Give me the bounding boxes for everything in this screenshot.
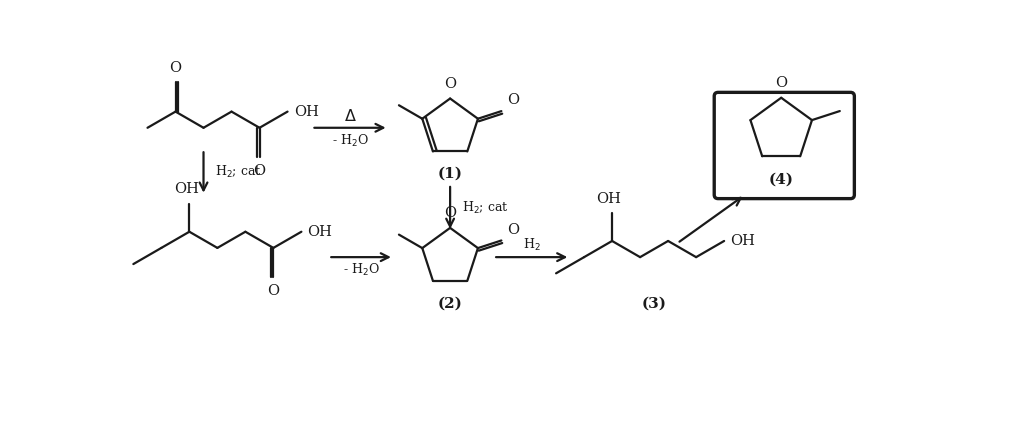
- Text: OH: OH: [174, 182, 199, 196]
- Text: (3): (3): [642, 296, 667, 310]
- Text: $\Delta$: $\Delta$: [344, 108, 356, 125]
- Text: O: O: [444, 206, 456, 220]
- Text: O: O: [508, 223, 519, 237]
- Text: OH: OH: [730, 234, 755, 248]
- Text: (1): (1): [437, 167, 463, 181]
- Text: OH: OH: [307, 225, 333, 239]
- Text: (4): (4): [769, 172, 794, 186]
- Text: O: O: [508, 93, 519, 107]
- Text: OH: OH: [294, 105, 318, 119]
- Text: - H$_2$O: - H$_2$O: [332, 133, 369, 149]
- Text: O: O: [267, 284, 280, 298]
- Text: O: O: [169, 61, 181, 75]
- Text: H$_2$; cat: H$_2$; cat: [462, 200, 508, 216]
- Text: O: O: [444, 77, 456, 91]
- Text: (2): (2): [437, 296, 463, 310]
- Text: OH: OH: [597, 191, 622, 205]
- Text: O: O: [775, 76, 787, 90]
- Text: - H$_2$O: - H$_2$O: [343, 262, 380, 278]
- Text: H$_2$: H$_2$: [523, 237, 541, 253]
- Text: H$_2$; cat: H$_2$; cat: [215, 164, 261, 181]
- Text: O: O: [254, 164, 265, 178]
